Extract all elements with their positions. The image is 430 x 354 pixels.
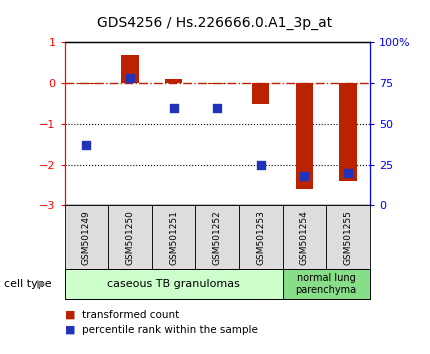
Text: GSM501253: GSM501253 bbox=[256, 210, 265, 265]
Text: transformed count: transformed count bbox=[82, 310, 179, 320]
Point bbox=[257, 162, 264, 167]
Bar bbox=[121, 55, 138, 83]
Text: cell type: cell type bbox=[4, 279, 52, 289]
Point bbox=[126, 75, 133, 81]
Text: ■: ■ bbox=[64, 325, 75, 335]
Text: GSM501252: GSM501252 bbox=[213, 210, 221, 265]
Bar bbox=[152, 205, 195, 269]
Bar bbox=[64, 269, 283, 299]
Text: GSM501249: GSM501249 bbox=[82, 210, 91, 265]
Bar bbox=[77, 83, 95, 84]
Bar bbox=[296, 83, 313, 189]
Bar bbox=[339, 83, 357, 181]
Bar bbox=[326, 205, 370, 269]
Point bbox=[214, 105, 221, 110]
Bar bbox=[209, 83, 226, 84]
Text: GSM501255: GSM501255 bbox=[344, 210, 353, 265]
Text: caseous TB granulomas: caseous TB granulomas bbox=[107, 279, 240, 289]
Bar bbox=[165, 79, 182, 83]
Point bbox=[83, 142, 90, 148]
Point bbox=[344, 170, 351, 176]
Bar bbox=[239, 205, 283, 269]
Bar bbox=[283, 205, 326, 269]
Point bbox=[301, 173, 308, 179]
Bar bbox=[108, 205, 152, 269]
Text: GSM501251: GSM501251 bbox=[169, 210, 178, 265]
Text: percentile rank within the sample: percentile rank within the sample bbox=[82, 325, 258, 335]
Text: ■: ■ bbox=[64, 310, 75, 320]
Text: ▶: ▶ bbox=[37, 279, 45, 289]
Text: GSM501250: GSM501250 bbox=[126, 210, 135, 265]
Bar bbox=[195, 205, 239, 269]
Text: normal lung
parenchyma: normal lung parenchyma bbox=[295, 273, 357, 295]
Bar bbox=[283, 269, 370, 299]
Point bbox=[170, 105, 177, 110]
Text: GSM501254: GSM501254 bbox=[300, 210, 309, 265]
Bar bbox=[64, 205, 108, 269]
Bar bbox=[252, 83, 270, 103]
Text: GDS4256 / Hs.226666.0.A1_3p_at: GDS4256 / Hs.226666.0.A1_3p_at bbox=[97, 16, 333, 30]
